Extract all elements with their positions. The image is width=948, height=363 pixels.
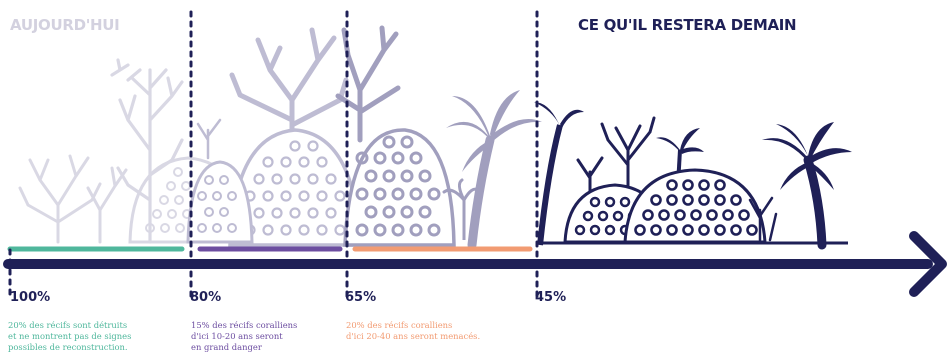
- milestone-label-100: 100%: [10, 290, 51, 305]
- milestone-label-80: 80%: [190, 290, 222, 305]
- title-tomorrow: CE QU'IL RESTERA DEMAIN: [578, 16, 797, 34]
- milestone-dividers: [189, 10, 539, 302]
- note-line: 15% des récifs coralliens: [191, 320, 298, 330]
- timeline-arrow: [3, 231, 947, 297]
- faded-tall-coral: [110, 58, 184, 244]
- purple-dome-coral: [343, 128, 456, 247]
- note-threatened: 20% des récifs coralliens d'ici 20-40 an…: [346, 320, 480, 342]
- note-line: d'ici 20-40 ans seront menacés.: [346, 331, 481, 341]
- note-line: possibles de reconstruction.: [8, 342, 128, 352]
- milestone-label-65: 65%: [345, 290, 377, 305]
- navy-small-branch-coral-right: [748, 196, 778, 242]
- milestone-label-45: 45%: [535, 290, 567, 305]
- note-line: d'ici 10-20 ans seront: [191, 331, 283, 341]
- note-line: 20% des récifs coralliens: [346, 320, 453, 330]
- title-today: AUJOURD'HUI: [10, 16, 120, 34]
- mid-branch-coral-top: [229, 27, 349, 153]
- note-line: en grand danger: [191, 342, 262, 352]
- mid-dome-coral-small: [186, 160, 254, 244]
- faded-branch-coral-left: [18, 154, 128, 244]
- mid-small-branch-coral: [196, 118, 222, 160]
- note-line: et ne montrent pas de signes: [8, 331, 132, 341]
- note-great-danger: 15% des récifs coralliens d'ici 10-20 an…: [191, 320, 297, 353]
- navy-big-palm-left: [534, 102, 584, 246]
- navy-big-palm-right: [762, 122, 852, 250]
- purple-palm-coral: [446, 90, 542, 250]
- purple-small-palm-coral: [442, 178, 480, 240]
- navy-branch-coral: [576, 116, 656, 202]
- navy-dome-coral-main: [623, 168, 767, 244]
- note-destroyed: 20% des récifs sont détruits et ne montr…: [8, 320, 131, 353]
- note-line: 20% des récifs sont détruits: [8, 320, 128, 330]
